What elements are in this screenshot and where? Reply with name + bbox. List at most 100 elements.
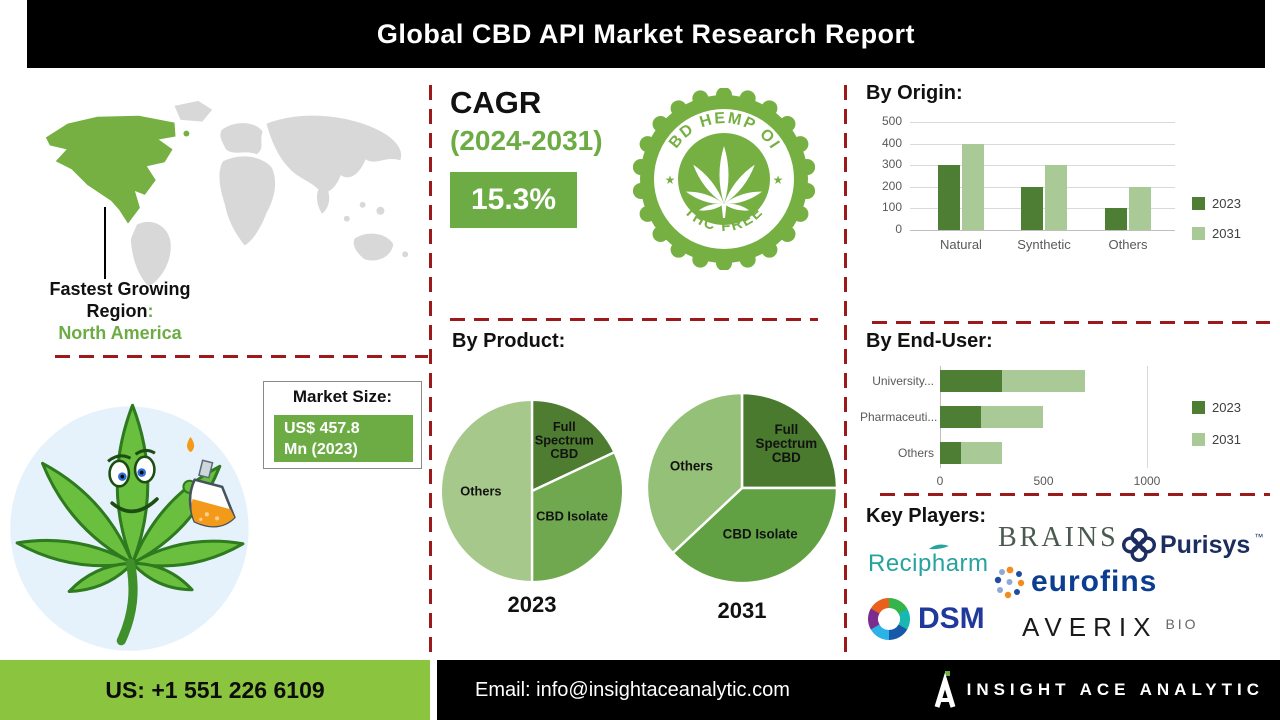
caption-line1: Fastest Growing	[49, 279, 191, 299]
logo-averix-bio: AVERIX BIO	[1022, 612, 1199, 642]
pie-caption-2023: 2023	[507, 592, 557, 617]
legend-item: 2023	[1192, 400, 1241, 415]
divider-mid-column	[450, 318, 818, 321]
x-axis-category: Synthetic	[1017, 237, 1071, 252]
divider-right-column-1	[872, 321, 1270, 324]
badge-star-right: ★	[773, 173, 784, 187]
bar-others-2031	[1129, 186, 1151, 230]
y-axis-tick: 0	[895, 222, 902, 236]
divider-left-column	[55, 355, 428, 358]
legend-label: 2023	[1212, 196, 1241, 211]
region-name: North America	[58, 323, 182, 343]
pie-slice-label: Others	[670, 459, 713, 474]
fastest-growing-caption: Fastest Growing Region: North America	[30, 278, 210, 344]
gridline	[910, 165, 1175, 167]
title-bar: Global CBD API Market Research Report	[27, 0, 1265, 68]
brand-logo: INSIGHT ACE ANALYTIC	[933, 671, 1264, 709]
pie-chart-2023: Full Spectrum CBD CBD Isolate Others	[439, 398, 625, 584]
map-asia	[266, 115, 402, 193]
pie-slice-label: Others	[460, 483, 501, 498]
region-callout-line	[104, 207, 106, 279]
brand-name: INSIGHT ACE ANALYTIC	[966, 680, 1264, 699]
legend-swatch	[1192, 227, 1205, 240]
insight-ace-a-icon	[934, 671, 955, 708]
divider-vertical-right	[844, 85, 847, 655]
by-origin-bar-chart: 0 100 200 300 400 500 Natural Synthetic Others 20…	[860, 112, 1280, 264]
legend-label: 2031	[1212, 226, 1241, 241]
section-title-by-origin: By Origin:	[866, 82, 963, 104]
bar-natural-2023	[938, 165, 960, 230]
cagr-value: 15.3%	[470, 183, 557, 216]
logo-brains: BRAINS	[998, 522, 1119, 553]
logo-recipharm: Recipharm	[868, 544, 989, 578]
x-axis-tick: 0	[936, 474, 944, 488]
thc-free-badge: CBD HEMP OIL THC FREE ★ ★	[633, 88, 815, 270]
pie-slice	[740, 391, 839, 490]
caption-line2: Region:	[86, 301, 154, 321]
logo-purisys: Purisys ™	[1122, 528, 1263, 562]
segment-others-2031	[960, 442, 1003, 464]
y-axis-tick: 200	[881, 178, 902, 193]
x-axis-tick: 500	[1033, 474, 1054, 488]
divider-vertical-left	[429, 85, 432, 652]
map-south-america	[130, 221, 171, 286]
recipharm-leaf-icon	[929, 544, 949, 550]
segment-university...-2023	[940, 370, 1003, 392]
mascot-leaflet	[115, 403, 150, 565]
market-size-card: Market Size: US$ 457.8 Mn (2023)	[263, 381, 422, 469]
phone-number: US: +1 551 226 6109	[105, 676, 325, 703]
by-end-user-bar-chart: University... Pharmaceuti... Others 0 500 100…	[860, 362, 1280, 497]
section-title-by-end-user: By End-User:	[866, 330, 993, 352]
row-label: Others	[897, 446, 934, 460]
pie-slice-label: Full Spectrum CBD	[535, 419, 594, 461]
badge-star-left: ★	[665, 173, 676, 187]
footer-bar: Email: info@insightaceanalytic.com INSIG…	[437, 660, 1280, 720]
x-axis-tick: 1000	[1133, 474, 1161, 488]
market-size-value: US$ 457.8 Mn (2023)	[274, 415, 413, 462]
section-title-key-players: Key Players:	[866, 505, 987, 527]
row-label: University...	[872, 374, 934, 388]
mascot-leaflet	[130, 539, 245, 568]
dsm-swirl-icon	[868, 598, 910, 640]
world-map	[45, 100, 409, 286]
bar-synthetic-2031	[1045, 165, 1067, 230]
mascot-leaflet	[130, 561, 194, 592]
cagr-value-box: 15.3%	[450, 172, 577, 228]
page-title: Global CBD API Market Research Report	[376, 18, 916, 49]
x-axis-category: Natural	[940, 237, 982, 252]
mascot-leaflet	[15, 538, 135, 568]
segment-pharmaceuti...-2031	[981, 406, 1044, 428]
badge-leaf-icon	[685, 146, 763, 218]
cagr-period: (2024-2031)	[450, 125, 603, 156]
bar-synthetic-2023	[1021, 186, 1043, 230]
map-island	[183, 130, 190, 137]
gridline	[910, 230, 1175, 231]
map-australia	[353, 233, 394, 261]
legend-label: 2023	[1212, 400, 1241, 415]
y-axis-tick: 400	[881, 135, 902, 150]
mascot-flask	[182, 436, 236, 528]
cagr-label: CAGR	[450, 85, 542, 120]
bar-others-2023	[1105, 208, 1127, 230]
row-label: Pharmaceuti...	[860, 410, 938, 424]
legend-item: 2031	[1192, 432, 1241, 447]
divider-right-column-2	[880, 493, 1270, 496]
map-india	[316, 183, 330, 214]
purisys-knot-icon	[1122, 528, 1156, 562]
map-africa	[219, 156, 276, 246]
bar-natural-2031	[962, 143, 984, 230]
map-north-america	[45, 115, 176, 224]
map-greenland	[174, 100, 213, 122]
map-europe	[220, 123, 263, 155]
legend-item: 2023	[1192, 196, 1241, 211]
pie-slice	[530, 398, 616, 493]
mascot-stem	[116, 558, 138, 646]
legend-swatch	[1192, 197, 1205, 210]
y-axis-tick: 300	[881, 157, 902, 172]
legend-swatch	[1192, 433, 1205, 446]
market-size-label: Market Size:	[292, 387, 393, 406]
pie-slice	[645, 391, 744, 555]
legend-swatch	[1192, 401, 1205, 414]
legend-label: 2031	[1212, 432, 1241, 447]
